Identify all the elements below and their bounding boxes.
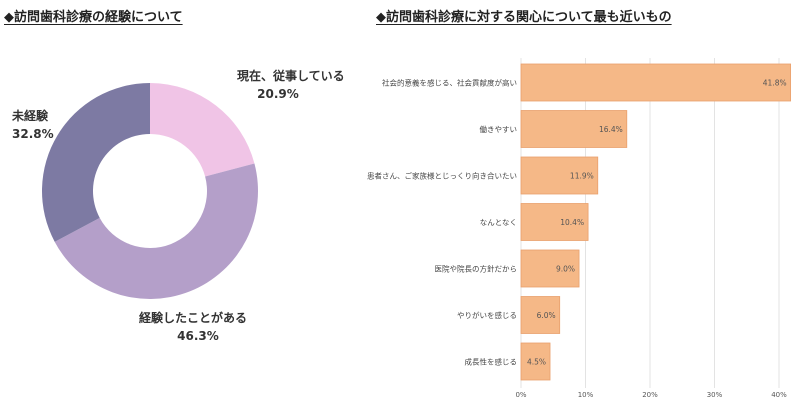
- bar: [520, 249, 580, 288]
- slice-name-label: 現在、従事している: [237, 68, 345, 83]
- bar-category-label: やりがいを感じる: [457, 310, 517, 320]
- bar-category-label: 患者さん、ご家族様とじっくり向き合いたい: [367, 171, 517, 181]
- bar: [520, 296, 561, 334]
- slice-name-label: 未経験: [11, 108, 49, 123]
- bar-value-label: 16.4%: [599, 125, 623, 134]
- bar-value-label: 10.4%: [560, 218, 584, 227]
- bar-chart-title: ◆訪問歯科診療に対する関心について最も近いもの: [376, 10, 672, 25]
- bar-category-label: 成長性を感じる: [465, 357, 518, 367]
- donut-slice: [150, 83, 255, 177]
- bar-value-label: 6.0%: [537, 311, 556, 320]
- bar-category-label: 医院や院長の方針だから: [435, 264, 518, 274]
- pie-chart-title: ◆訪問歯科診療の経験について: [4, 10, 183, 25]
- slice-value-label: 46.3%: [177, 329, 219, 343]
- x-tick-label: 40%: [771, 391, 787, 399]
- donut-slice: [41, 83, 150, 242]
- slice-value-label: 32.8%: [12, 127, 54, 141]
- bar: [520, 342, 551, 381]
- bar-category-label: 社会的意義を感じる、社会貢献度が高い: [382, 78, 517, 88]
- x-tick-label: 0%: [515, 391, 526, 399]
- bar: [520, 203, 589, 241]
- x-tick-label: 20%: [642, 391, 658, 399]
- x-tick-label: 10%: [578, 391, 594, 399]
- donut-slice: [54, 163, 258, 299]
- bar-value-label: 41.8%: [763, 79, 787, 88]
- bar-value-label: 4.5%: [527, 358, 546, 367]
- slice-name-label: 経験したことがある: [139, 310, 247, 325]
- bar-category-label: なんとなく: [480, 218, 517, 227]
- bar: [520, 110, 628, 148]
- bar-value-label: 9.0%: [556, 265, 575, 274]
- slice-value-label: 20.9%: [257, 87, 299, 101]
- bar-value-label: 11.9%: [570, 172, 594, 181]
- x-tick-label: 30%: [707, 391, 723, 399]
- bar-category-label: 働きやすい: [480, 124, 518, 134]
- bar: [520, 156, 599, 195]
- bar: [520, 63, 792, 102]
